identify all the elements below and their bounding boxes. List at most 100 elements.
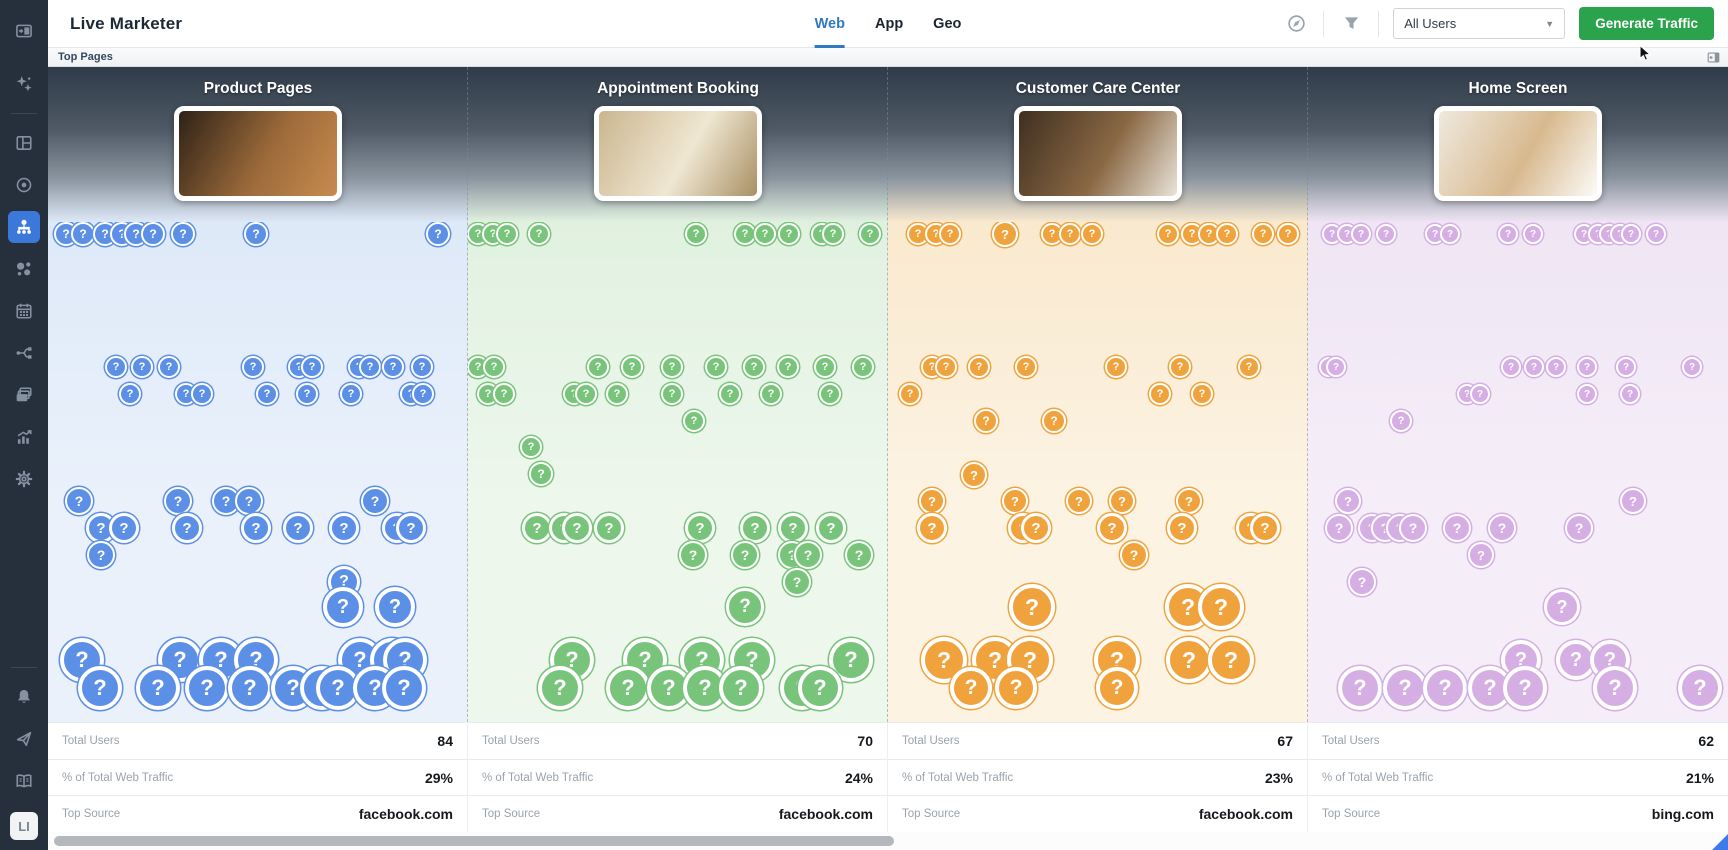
user-bubble[interactable]: ? [1376, 224, 1396, 244]
user-bubble[interactable]: ? [1042, 409, 1066, 433]
user-bubble[interactable]: ? [171, 222, 195, 246]
user-bubble[interactable]: ? [679, 541, 707, 569]
user-bubble[interactable]: ? [185, 666, 229, 710]
user-bubble[interactable]: ? [1166, 637, 1212, 683]
scrollbar-thumb[interactable] [54, 836, 894, 846]
book-icon[interactable] [8, 765, 40, 797]
user-bubble[interactable]: ? [244, 222, 268, 246]
user-bubble[interactable]: ? [1277, 223, 1299, 245]
user-bubble[interactable]: ? [917, 513, 947, 543]
user-bubble[interactable]: ? [1682, 357, 1702, 377]
page-preview-image[interactable] [1014, 106, 1182, 201]
user-bubble[interactable]: ? [1546, 357, 1566, 377]
user-bubble[interactable]: ? [1620, 384, 1640, 404]
user-bubble[interactable]: ? [1120, 541, 1148, 569]
tab-geo[interactable]: Geo [933, 16, 962, 32]
user-bubble[interactable]: ? [594, 513, 624, 543]
branch-icon[interactable] [8, 337, 40, 369]
user-bubble[interactable]: ? [1149, 383, 1171, 405]
user-bubble[interactable]: ? [1338, 666, 1382, 710]
user-bubble[interactable]: ? [1621, 224, 1641, 244]
user-filter-dropdown[interactable]: All Users ▼ [1393, 8, 1566, 39]
user-bubble[interactable]: ? [1440, 224, 1460, 244]
user-bubble[interactable]: ? [1176, 488, 1202, 514]
user-bubble[interactable]: ? [1216, 223, 1238, 245]
user-bubble[interactable]: ? [1577, 357, 1597, 377]
user-bubble[interactable]: ? [323, 587, 363, 627]
user-bubble[interactable]: ? [731, 541, 759, 569]
target-icon[interactable] [8, 169, 40, 201]
user-initials-badge[interactable]: LI [10, 812, 38, 840]
user-bubble[interactable]: ? [816, 513, 846, 543]
page-preview-image[interactable] [1434, 106, 1602, 201]
compass-icon[interactable] [1283, 11, 1309, 37]
user-bubble[interactable]: ? [158, 356, 180, 378]
sparkles-icon[interactable] [8, 68, 40, 100]
user-bubble[interactable]: ? [235, 487, 263, 515]
generate-traffic-button[interactable]: Generate Traffic [1579, 7, 1714, 40]
user-bubble[interactable]: ? [575, 383, 597, 405]
user-bubble[interactable]: ? [105, 356, 127, 378]
user-bubble[interactable]: ? [131, 356, 153, 378]
page-preview-image[interactable] [174, 106, 342, 201]
user-bubble[interactable]: ? [1488, 514, 1516, 542]
user-bubble[interactable]: ? [1021, 513, 1051, 543]
user-bubble[interactable]: ? [528, 223, 550, 245]
user-bubble[interactable]: ? [829, 638, 873, 682]
user-bubble[interactable]: ? [606, 383, 628, 405]
user-bubble[interactable]: ? [65, 487, 93, 515]
user-bubble[interactable]: ? [340, 383, 362, 405]
stack-icon[interactable] [8, 379, 40, 411]
user-bubble[interactable]: ? [1399, 514, 1427, 542]
user-bubble[interactable]: ? [1348, 568, 1376, 596]
user-bubble[interactable]: ? [1097, 513, 1127, 543]
page-preview-image[interactable] [594, 106, 762, 201]
user-bubble[interactable]: ? [87, 541, 115, 569]
user-bubble[interactable]: ? [822, 223, 844, 245]
user-bubble[interactable]: ? [935, 356, 957, 378]
user-bubble[interactable]: ? [754, 223, 776, 245]
user-bubble[interactable]: ? [726, 588, 764, 626]
panel-toggle-icon[interactable] [8, 15, 40, 47]
user-bubble[interactable]: ? [1523, 224, 1543, 244]
user-bubble[interactable]: ? [778, 513, 808, 543]
user-bubble[interactable]: ? [968, 356, 990, 378]
user-bubble[interactable]: ? [778, 223, 800, 245]
gear-icon[interactable] [8, 463, 40, 495]
user-bubble[interactable]: ? [1326, 357, 1346, 377]
user-bubble[interactable]: ? [296, 383, 318, 405]
tab-app[interactable]: App [874, 16, 904, 32]
dashboard-icon[interactable] [8, 127, 40, 159]
user-bubble[interactable]: ? [375, 587, 415, 627]
user-bubble[interactable]: ? [1002, 488, 1028, 514]
user-bubble[interactable]: ? [1646, 224, 1666, 244]
user-bubble[interactable]: ? [1325, 514, 1353, 542]
user-bubble[interactable]: ? [1157, 223, 1179, 245]
user-bubble[interactable]: ? [164, 487, 192, 515]
user-bubble[interactable]: ? [661, 356, 683, 378]
user-bubble[interactable]: ? [939, 223, 961, 245]
user-bubble[interactable]: ? [1577, 384, 1597, 404]
user-bubble[interactable]: ? [919, 488, 945, 514]
user-bubble[interactable]: ? [1544, 589, 1580, 625]
user-bubble[interactable]: ? [1503, 666, 1547, 710]
user-bubble[interactable]: ? [1470, 384, 1490, 404]
user-bubble[interactable]: ? [992, 222, 1018, 247]
user-bubble[interactable]: ? [743, 356, 765, 378]
user-bubble[interactable]: ? [141, 222, 165, 246]
user-bubble[interactable]: ? [606, 666, 650, 710]
user-bubble[interactable]: ? [483, 356, 505, 378]
user-bubble[interactable]: ? [382, 666, 426, 710]
user-bubble[interactable]: ? [1443, 514, 1471, 542]
user-bubble[interactable]: ? [1468, 542, 1494, 568]
panel-collapse-icon[interactable] [1707, 51, 1728, 64]
user-bubble[interactable]: ? [1096, 667, 1138, 709]
user-bubble[interactable]: ? [361, 487, 389, 515]
user-bubble[interactable]: ? [1351, 224, 1371, 244]
user-bubble[interactable]: ? [798, 666, 842, 710]
user-bubble[interactable]: ? [301, 356, 323, 378]
user-bubble[interactable]: ? [1208, 637, 1254, 683]
user-bubble[interactable]: ? [522, 513, 552, 543]
user-bubble[interactable]: ? [899, 383, 921, 405]
user-bubble[interactable]: ? [412, 383, 434, 405]
